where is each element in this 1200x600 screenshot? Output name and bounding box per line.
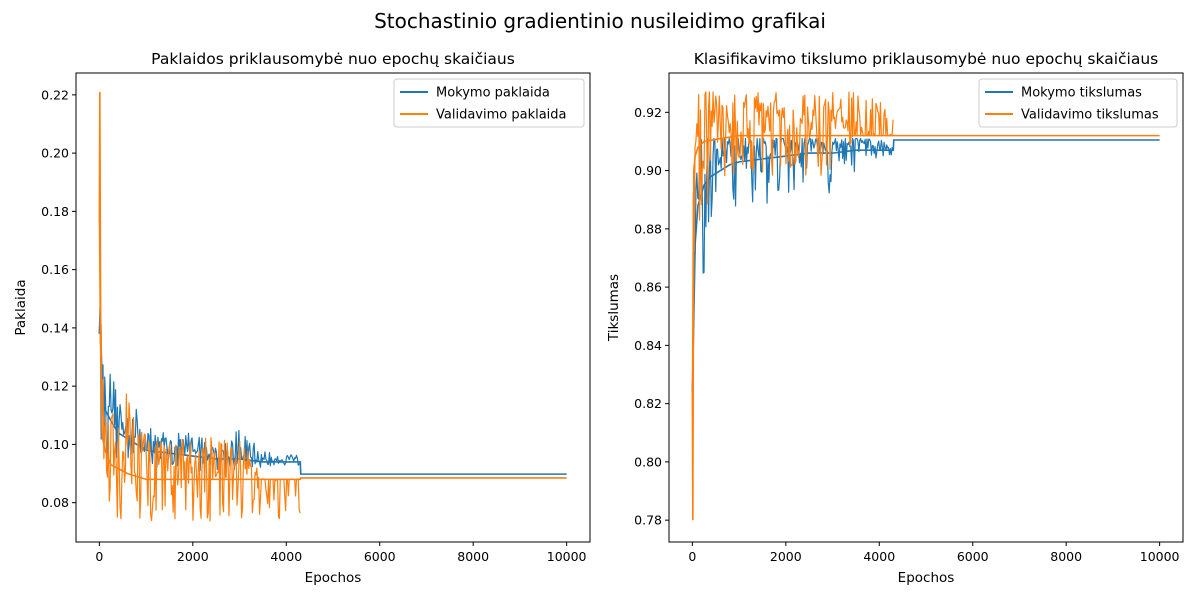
- y-tick-label-6: 0.20: [41, 146, 69, 161]
- y-tick-label-4: 0.86: [634, 280, 662, 295]
- x-tick-label-5: 10000: [547, 549, 587, 564]
- x-tick-label-4: 8000: [1050, 549, 1082, 564]
- x-tick-label-2: 4000: [270, 549, 302, 564]
- y-tick-label-7: 0.22: [41, 87, 69, 102]
- legend-label-0: Mokymo tikslumas: [1021, 86, 1142, 101]
- x-axis-label: Epochos: [305, 570, 362, 586]
- axes-frame: [75, 72, 591, 543]
- y-tick-label-5: 0.18: [41, 204, 69, 219]
- chart-title: Klasifikavimo tikslumo priklausomybė nuo…: [694, 50, 1158, 68]
- axes-frame: [668, 72, 1184, 543]
- y-tick-label-6: 0.90: [634, 163, 662, 178]
- series-1: [691, 91, 1160, 521]
- y-tick-label-1: 0.80: [634, 454, 662, 469]
- x-tick-label-0: 0: [688, 549, 696, 564]
- legend-box: [393, 78, 585, 128]
- y-tick-label-1: 0.10: [41, 437, 69, 452]
- y-axis-label: Paklaida: [13, 279, 29, 335]
- x-tick-label-3: 6000: [364, 549, 396, 564]
- series-0: [691, 137, 1160, 392]
- y-tick-label-0: 0.08: [41, 495, 69, 510]
- series-1-trace: [98, 223, 301, 522]
- y-tick-label-0: 0.78: [634, 513, 662, 528]
- legend: Mokymo tikslumas Validavimo tikslumas: [978, 78, 1178, 128]
- x-tick-label-3: 6000: [957, 549, 989, 564]
- y-tick-label-2: 0.12: [41, 379, 69, 394]
- series-1-line: [98, 91, 567, 481]
- y-tick-label-7: 0.92: [634, 105, 662, 120]
- series-0-trace: [98, 305, 301, 472]
- y-tick-label-4: 0.16: [41, 262, 69, 277]
- series-1: [98, 91, 567, 522]
- series-1-line: [691, 134, 1160, 521]
- x-tick-label-2: 4000: [863, 549, 895, 564]
- series-0-line: [691, 139, 1160, 392]
- legend: Mokymo paklaida Validavimo paklaida: [393, 78, 585, 128]
- y-axis-label: Tikslumas: [606, 274, 622, 342]
- x-axis-label: Epochos: [898, 570, 955, 586]
- legend-box: [978, 78, 1178, 128]
- y-tick-label-3: 0.14: [41, 320, 69, 335]
- figure-suptitle: Stochastinio gradientinio nusileidimo gr…: [374, 9, 826, 33]
- legend-label-0: Mokymo paklaida: [436, 86, 550, 101]
- y-tick-label-2: 0.82: [634, 396, 662, 411]
- chart-title: Paklaidos priklausomybė nuo epochų skaič…: [151, 50, 515, 68]
- accuracy-chart-panel: 0 2000 4000 6000 8000 10000 0.78 0.80 0.82 0.84 0.…: [606, 50, 1184, 586]
- loss-chart-panel: 0 2000 4000 6000 8000 10000 0.08 0.10 0.12 0.14 0.…: [13, 50, 591, 586]
- y-tick-label-5: 0.88: [634, 221, 662, 236]
- x-tick-label-1: 2000: [770, 549, 802, 564]
- legend-label-1: Validavimo tikslumas: [1021, 108, 1159, 123]
- series-0-trace: [691, 137, 894, 392]
- x-tick-label-1: 2000: [177, 549, 209, 564]
- x-tick-label-0: 0: [95, 549, 103, 564]
- y-tick-label-3: 0.84: [634, 338, 662, 353]
- x-tick-label-5: 10000: [1140, 549, 1180, 564]
- x-tick-label-4: 8000: [457, 549, 489, 564]
- legend-label-1: Validavimo paklaida: [436, 108, 567, 123]
- series-1-trace: [691, 91, 894, 392]
